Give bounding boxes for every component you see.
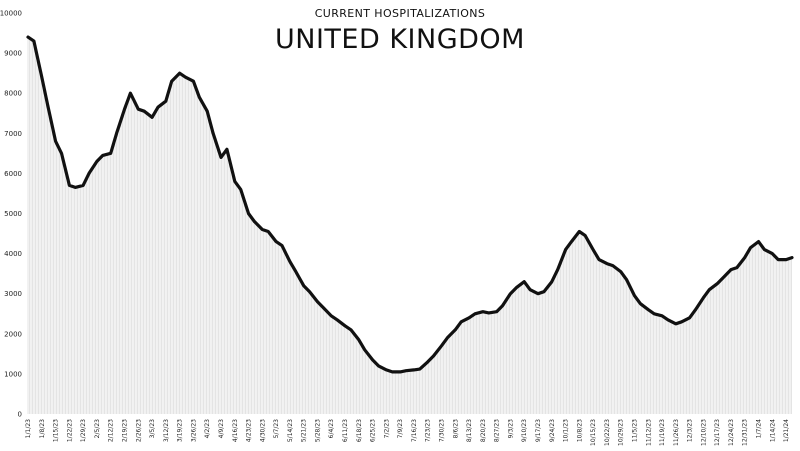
y-tick-label: 4000: [4, 250, 22, 258]
x-tick-label: 7/9/23: [397, 419, 404, 438]
x-tick-label: 12/10/23: [700, 419, 707, 446]
y-tick-label: 7000: [4, 130, 22, 138]
y-tick-label: 9000: [4, 50, 22, 58]
x-tick-label: 7/16/23: [411, 419, 418, 442]
y-tick-label: 3000: [4, 290, 22, 298]
y-tick-label: 8000: [4, 90, 22, 98]
chart-title: UNITED KINGDOM: [275, 24, 525, 55]
y-tick-label: 2000: [4, 330, 22, 338]
y-tick-label: 5000: [4, 210, 22, 218]
x-tick-label: 8/13/23: [466, 419, 473, 442]
x-tick-label: 5/21/23: [301, 419, 308, 442]
x-tick-label: 9/10/23: [521, 419, 528, 442]
x-tick-label: 12/17/23: [714, 419, 721, 446]
x-tick-label: 2/26/23: [135, 419, 142, 442]
x-tick-label: 4/30/23: [259, 419, 266, 442]
x-tick-label: 4/9/23: [218, 419, 225, 438]
x-tick-label: 1/15/23: [53, 419, 60, 442]
x-tick-label: 8/20/23: [480, 419, 487, 442]
x-tick-label: 4/23/23: [246, 419, 253, 442]
y-tick-label: 0: [18, 411, 22, 419]
x-tick-label: 7/2/23: [383, 419, 390, 438]
x-tick-label: 8/27/23: [494, 419, 501, 442]
x-tick-label: 12/24/23: [728, 419, 735, 446]
x-tick-label: 11/26/23: [673, 419, 680, 446]
x-tick-label: 10/15/23: [590, 419, 597, 446]
x-tick-label: 1/22/23: [66, 419, 73, 442]
area-fill-stripes: [27, 37, 792, 414]
x-tick-label: 10/1/23: [563, 419, 570, 442]
x-tick-label: 10/8/23: [576, 419, 583, 442]
x-tick-label: 1/8/23: [39, 419, 46, 438]
x-tick-label: 1/7/24: [756, 419, 763, 438]
x-tick-label: 6/11/23: [342, 419, 349, 442]
series-line: [26, 35, 794, 374]
x-tick-label: 1/1/23: [25, 419, 32, 438]
x-tick-label: 7/23/23: [425, 419, 432, 442]
x-tick-label: 9/3/23: [507, 419, 514, 438]
x-axis: 1/1/23 1/8/23 1/15/23 1/22/23 1/29/23 2/5/23 2…: [25, 419, 790, 446]
x-tick-label: 10/22/23: [604, 419, 611, 446]
x-tick-label: 5/14/23: [287, 419, 294, 442]
x-tick-label: 5/7/23: [273, 419, 280, 438]
y-tick-label: 10000: [0, 10, 22, 18]
x-tick-label: 11/19/23: [659, 419, 666, 446]
x-tick-label: 12/3/23: [687, 419, 694, 442]
chart-subtitle: CURRENT HOSPITALIZATIONS: [315, 7, 486, 20]
x-tick-label: 1/21/24: [783, 419, 790, 442]
x-tick-label: 1/14/24: [769, 419, 776, 442]
x-tick-label: 2/19/23: [121, 419, 128, 442]
x-tick-label: 8/6/23: [452, 419, 459, 438]
x-tick-label: 6/18/23: [356, 419, 363, 442]
x-tick-label: 3/19/23: [177, 419, 184, 442]
x-tick-label: 4/16/23: [232, 419, 239, 442]
y-tick-label: 6000: [4, 170, 22, 178]
x-tick-label: 4/2/23: [204, 419, 211, 438]
x-tick-label: 6/4/23: [328, 419, 335, 438]
x-tick-label: 1/29/23: [80, 419, 87, 442]
x-tick-label: 2/5/23: [94, 419, 101, 438]
x-tick-label: 11/12/23: [645, 419, 652, 446]
x-tick-label: 12/31/23: [742, 419, 749, 446]
x-tick-label: 5/28/23: [314, 419, 321, 442]
x-tick-label: 11/5/23: [631, 419, 638, 442]
x-tick-label: 3/5/23: [149, 419, 156, 438]
x-tick-label: 9/17/23: [535, 419, 542, 442]
x-tick-label: 6/25/23: [370, 419, 377, 442]
x-tick-label: 3/12/23: [163, 419, 170, 442]
x-tick-label: 3/26/23: [190, 419, 197, 442]
x-tick-label: 10/29/23: [618, 419, 625, 446]
y-tick-label: 1000: [4, 370, 22, 378]
y-axis: 0 1000 2000 3000 4000 5000 6000 7000 8000 9000 100…: [0, 10, 22, 419]
x-tick-label: 7/30/23: [439, 419, 446, 442]
x-tick-label: 2/12/23: [108, 419, 115, 442]
x-tick-label: 9/24/23: [549, 419, 556, 442]
